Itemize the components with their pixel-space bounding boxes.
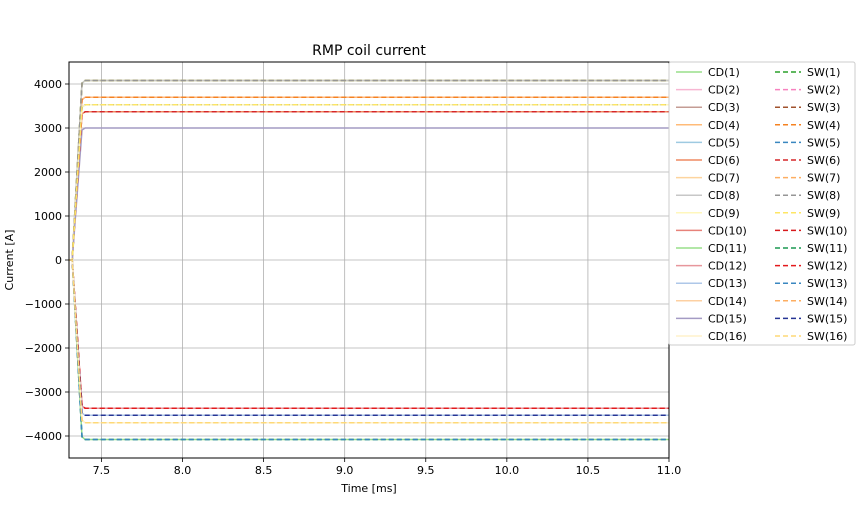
x-tick-label: 9.5: [417, 464, 435, 477]
x-tick-label: 7.5: [93, 464, 111, 477]
chart-title: RMP coil current: [312, 43, 426, 59]
legend-entry-label: SW(3): [807, 101, 840, 114]
legend-entry-label: CD(4): [708, 119, 740, 132]
y-tick-label: −3000: [25, 386, 62, 399]
y-tick-label: 3000: [34, 122, 62, 135]
legend-entry-label: CD(10): [708, 224, 747, 237]
y-axis-label: Current [A]: [3, 230, 16, 291]
x-tick-label: 10.5: [576, 464, 601, 477]
y-tick-label: −1000: [25, 298, 62, 311]
y-tick-label: 0: [55, 254, 62, 267]
legend-entry-label: CD(15): [708, 312, 747, 325]
x-tick-label: 8.0: [174, 464, 192, 477]
legend-entry-label: SW(1): [807, 66, 840, 79]
legend-entry-label: CD(6): [708, 154, 740, 167]
legend-entry-label: SW(7): [807, 172, 840, 185]
axis-ticks: 7.5 8.0 8.5 9.0 9.5 10.0 10.5 11.0 −4000 −3000 −20…: [25, 78, 681, 477]
legend-entry-label: CD(1): [708, 66, 740, 79]
legend-entry-label: SW(14): [807, 295, 847, 308]
y-tick-label: 1000: [34, 210, 62, 223]
legend-entry-label: CD(9): [708, 207, 740, 220]
legend-entry-label: CD(13): [708, 277, 747, 290]
legend-entry-label: CD(3): [708, 101, 740, 114]
legend-entry-label: SW(13): [807, 277, 847, 290]
legend-entry-label: SW(15): [807, 312, 847, 325]
legend-entry-label: CD(16): [708, 330, 747, 343]
y-tick-label: 4000: [34, 78, 62, 91]
legend-entry-label: CD(2): [708, 84, 740, 97]
legend-entry-label: SW(11): [807, 242, 847, 255]
legend-entry-label: CD(12): [708, 260, 747, 273]
legend-entry-label: SW(16): [807, 330, 847, 343]
legend-entry-label: CD(7): [708, 172, 740, 185]
x-tick-label: 9.0: [336, 464, 354, 477]
legend-entry-label: CD(14): [708, 295, 747, 308]
legend-entry-label: SW(10): [807, 224, 847, 237]
legend-entry-label: SW(2): [807, 84, 840, 97]
y-tick-label: −2000: [25, 342, 62, 355]
legend-entry-label: CD(8): [708, 189, 740, 202]
legend-box: [668, 61, 856, 346]
y-tick-label: −4000: [25, 430, 62, 443]
legend-entry-label: CD(11): [708, 242, 747, 255]
x-axis-label: Time [ms]: [340, 482, 396, 495]
series-line-sw16: [69, 259, 669, 424]
legend-entry-label: SW(12): [807, 260, 847, 273]
y-tick-label: 2000: [34, 166, 62, 179]
legend-entry-label: SW(6): [807, 154, 840, 167]
x-tick-label: 11.0: [657, 464, 682, 477]
x-tick-label: 10.0: [495, 464, 520, 477]
legend-entry-label: SW(5): [807, 136, 840, 149]
legend-entry-label: SW(4): [807, 119, 840, 132]
legend-entry-label: CD(5): [708, 136, 740, 149]
legend: CD(1) CD(2) CD(3) CD(4) CD(5) CD(6) CD(7) CD(8)…: [668, 61, 856, 346]
legend-entry-label: SW(9): [807, 207, 840, 220]
series-lines: [69, 79, 669, 441]
x-tick-label: 8.5: [255, 464, 273, 477]
legend-entry-label: SW(8): [807, 189, 840, 202]
